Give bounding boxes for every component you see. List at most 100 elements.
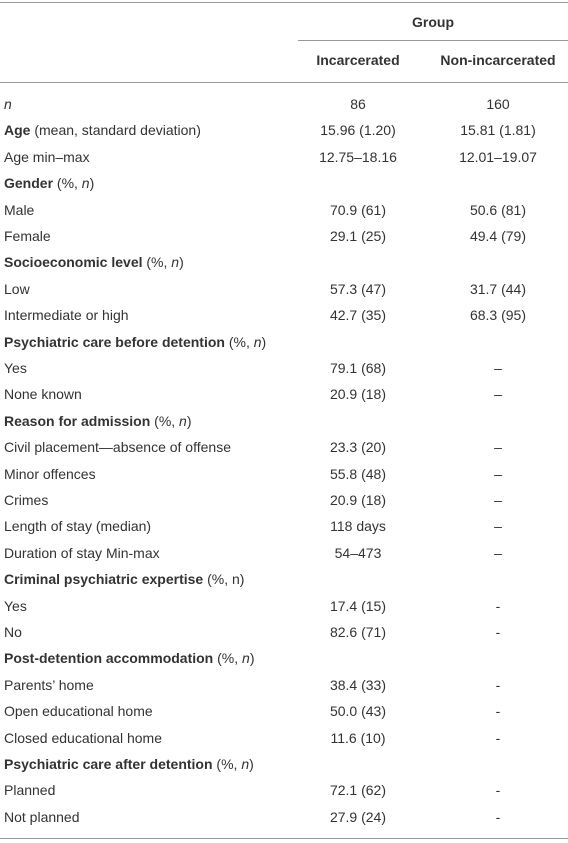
row-label: Male [4,197,34,223]
label-part: Low [4,280,30,297]
data-cell: 12.75–18.16 [319,148,397,165]
data-cell: – [494,360,502,376]
label-part: Yes [4,360,27,376]
data-cell: 23.3 (20) [329,439,387,456]
label-part: Gender [4,175,54,192]
label-part: ) [249,756,254,772]
row-label: Low [4,276,30,302]
data-cell: - [495,782,501,799]
row-label: Female [4,223,51,249]
row-label: Civil placement—absence of offense [4,434,231,460]
column-header: Incarcerated [316,52,400,68]
label-part: n [179,412,187,429]
label-part: None known [4,386,82,403]
label-part: (mean, standard deviation) [30,122,201,139]
row-label: Socioeconomic level (%, n) [4,249,184,275]
data-cell: 79.1 (68) [329,360,387,376]
label-part: Reason for admission [4,412,151,429]
row-label: Age min–max [4,144,90,170]
label-part: n [253,333,262,350]
data-cell: 42.7 (35) [329,307,387,324]
data-cell: 86 [350,96,366,112]
row-label: Closed educational home [4,725,162,751]
label-part: Crimes [4,492,49,508]
row-label: None known [4,381,82,407]
data-cell: 15.96 (1.20) [320,122,396,139]
label-part: Planned [4,782,56,799]
row-label: Yes [4,593,27,619]
label-part: Parents’ home [4,676,94,693]
row-label: Reason for admission (%, n) [4,408,192,434]
label-part: Age [4,122,31,139]
data-cell: 29.1 (25) [329,228,387,244]
row-label: Post-detention accommodation (%, n) [4,645,254,671]
row-label: Psychiatric care before detention (%, n) [4,329,266,355]
row-label: Length of stay (median) [4,513,151,539]
row-label: Planned [4,777,55,803]
row-label: No [4,619,22,645]
data-cell: - [495,676,501,693]
label-part: Psychiatric care before detention [4,333,225,350]
label-part: Not planned [4,808,80,825]
data-cell: 57.3 (47) [329,280,387,297]
label-part: Post-detention accommodation [4,650,214,667]
data-cell: 50.0 (43) [329,703,387,720]
label-part: (%, n) [203,571,245,588]
label-part: ) [186,412,192,429]
data-cell: 118 days [330,518,386,535]
data-cell: 160 [486,96,510,112]
data-cell: 12.01–19.07 [459,148,537,165]
data-cell: – [494,544,502,561]
data-cell: – [494,465,502,482]
data-cell: – [494,492,502,508]
label-part: (%, [53,175,82,192]
label-part: ) [261,333,267,350]
label-part: Yes [4,597,27,614]
data-cell: – [494,386,502,403]
row-label: Duration of stay Min-max [4,540,160,566]
data-cell: - [495,597,501,614]
row-label: Minor offences [4,461,96,487]
label-part: Length of stay (median) [4,518,152,535]
data-cell: 54–473 [334,544,382,561]
label-part: Civil placement—absence of offense [4,439,231,456]
data-cell: - [495,624,501,640]
label-part: Open educational home [4,703,153,720]
label-part: Socioeconomic level [4,254,143,271]
label-part: Male [4,201,35,218]
data-cell: 50.6 (81) [469,201,527,218]
label-part: No [4,624,22,640]
label-part: Psychiatric care after detention [4,756,213,772]
label-part: Closed educational home [4,729,162,746]
column-header: Non-incarcerated [440,52,556,68]
label-part: Duration of stay Min-max [4,544,160,561]
label-part: n [242,650,250,667]
label-part: ) [89,175,95,192]
row-label: Criminal psychiatric expertise (%, n) [4,566,244,592]
data-cell: 82.6 (71) [329,624,387,640]
label-part: ) [179,254,184,271]
data-cell: 49.4 (79) [469,228,527,244]
top-rule [0,2,568,3]
row-label: Psychiatric care after detention (%, n) [4,751,254,777]
bottom-rule [0,838,568,839]
label-part: (%, [150,412,180,429]
data-cell: 11.6 (10) [330,729,386,746]
data-cell: 20.9 (18) [329,492,387,508]
label-part: Minor offences [4,465,96,482]
row-label: Age (mean, standard deviation) [4,117,201,143]
row-label: Crimes [4,487,48,513]
data-cell: - [495,729,501,746]
label-part: (%, [212,756,242,772]
data-cell: 20.9 (18) [329,386,387,403]
data-cell: 27.9 (24) [329,808,387,825]
label-part: (%, [213,650,243,667]
row-label: Intermediate or high [4,302,129,328]
group-rule [298,40,568,41]
data-cell: - [495,808,501,825]
data-cell: 55.8 (48) [329,465,387,482]
label-part: n [171,254,180,271]
label-part: Female [4,228,51,244]
label-part: Intermediate or high [4,307,129,324]
header-rule [0,82,568,83]
